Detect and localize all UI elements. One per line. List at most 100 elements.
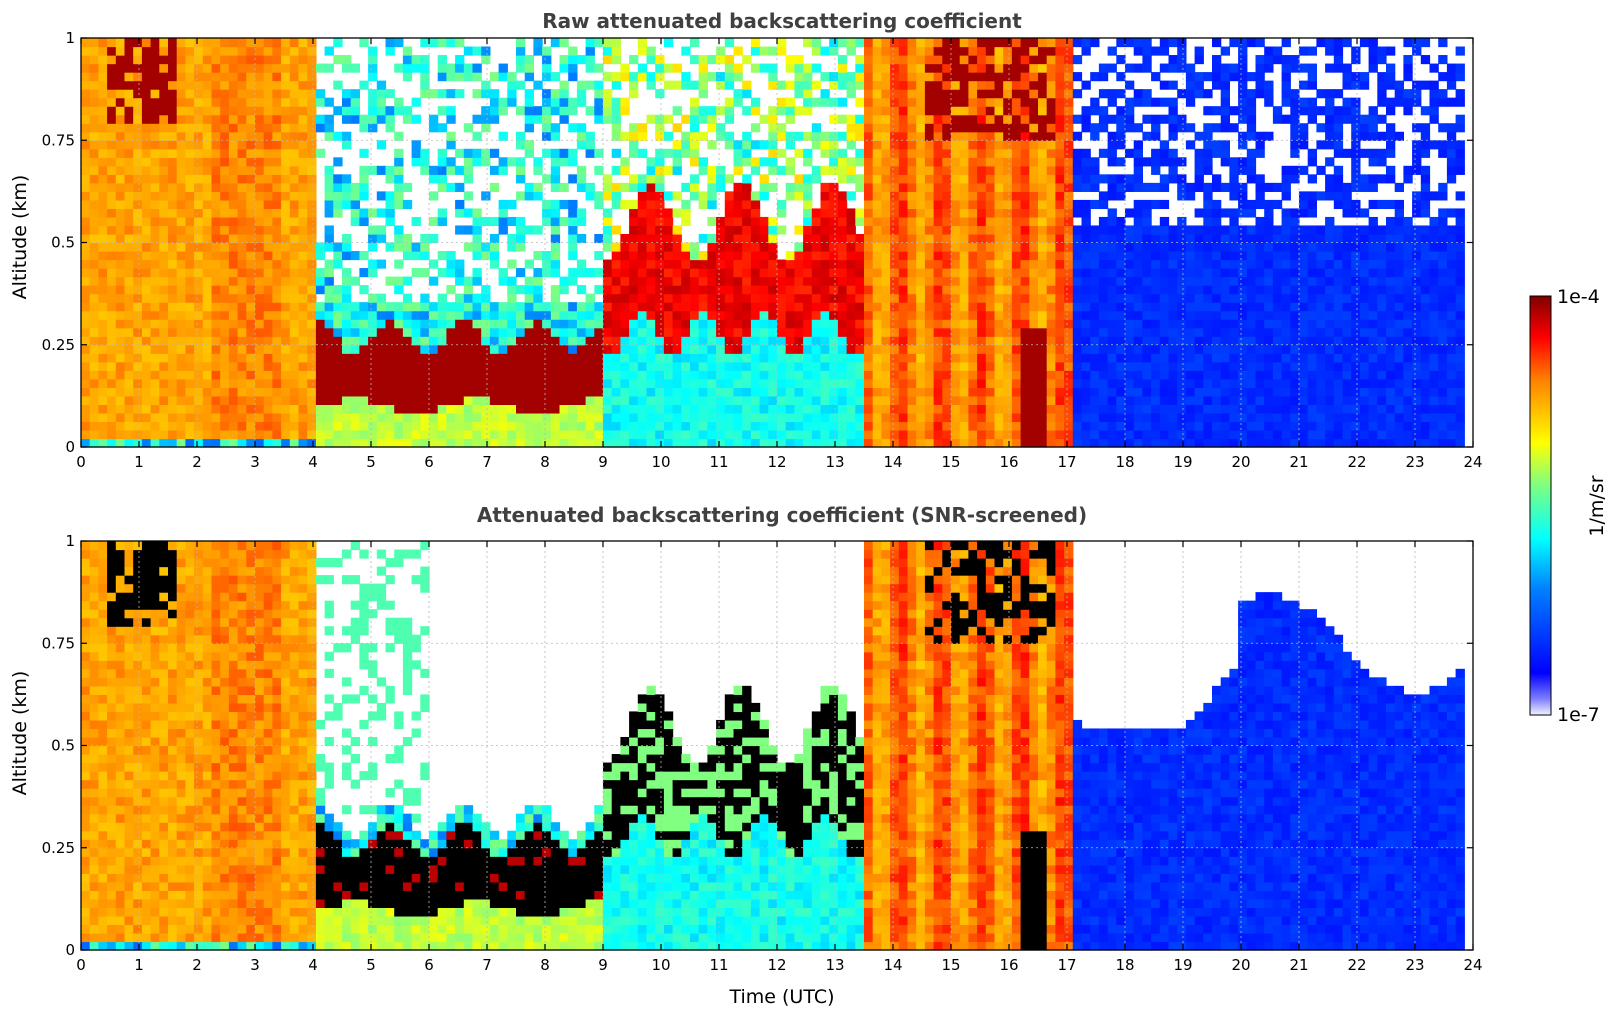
heatmap-cell (115, 361, 126, 371)
heatmap-cell (568, 344, 578, 354)
heatmap-cell (1081, 225, 1091, 235)
heatmap-cell (1072, 233, 1083, 244)
heatmap-cell (872, 293, 882, 303)
heatmap-cell (646, 327, 656, 337)
heatmap-cell (803, 89, 813, 99)
heatmap-cell (124, 80, 134, 90)
heatmap-cell (133, 336, 143, 346)
heatmap-cell (924, 404, 935, 414)
heatmap-cell (629, 327, 639, 337)
heatmap-cell (681, 182, 691, 192)
heatmap-cell (89, 63, 99, 73)
heatmap-cell (159, 370, 169, 380)
heatmap-cell (394, 63, 404, 73)
heatmap-cell (263, 182, 273, 192)
heatmap-cell (1038, 412, 1048, 423)
heatmap-cell (985, 89, 996, 99)
heatmap-cell (446, 251, 456, 261)
heatmap-cell (168, 259, 178, 269)
heatmap-cell (655, 310, 665, 320)
heatmap-cell (985, 336, 996, 346)
heatmap-cell (1046, 157, 1056, 167)
heatmap-cell (1133, 353, 1143, 363)
heatmap-cell (98, 148, 108, 158)
heatmap-cell (281, 208, 291, 218)
heatmap-cell (1011, 344, 1022, 354)
heatmap-cell (1098, 387, 1109, 397)
heatmap-cell (159, 165, 169, 175)
heatmap-cell (916, 276, 926, 286)
heatmap-cell (463, 336, 474, 346)
heatmap-cell (794, 319, 804, 329)
heatmap-cell (864, 106, 874, 116)
heatmap-cell (977, 412, 987, 423)
heatmap-cell (307, 412, 317, 423)
heatmap-cell (98, 327, 108, 337)
heatmap-cell (959, 131, 969, 141)
heatmap-cell (220, 370, 230, 380)
heatmap-cell (1125, 259, 1135, 269)
heatmap-cell (81, 421, 91, 431)
heatmap-cell (968, 199, 978, 210)
heatmap-cell (663, 233, 674, 244)
heatmap-cell (942, 327, 952, 337)
heatmap-cell (272, 242, 282, 252)
heatmap-cell (994, 97, 1004, 107)
heatmap-cell (133, 63, 143, 73)
heatmap-cell (124, 140, 134, 150)
heatmap-cell (98, 438, 108, 448)
heatmap-cell (846, 327, 856, 337)
heatmap-cell (1081, 378, 1091, 388)
heatmap-cell (681, 421, 691, 431)
heatmap-cell (672, 148, 682, 158)
heatmap-cell (1133, 46, 1143, 56)
heatmap-cell (890, 182, 900, 192)
heatmap-cell (881, 191, 891, 201)
heatmap-cell (342, 293, 352, 303)
heatmap-cell (611, 55, 621, 65)
heatmap-cell (1125, 233, 1135, 244)
heatmap-cell (89, 242, 99, 252)
heatmap-cell (1003, 89, 1013, 99)
heatmap-cell (507, 276, 517, 286)
heatmap-cell (794, 191, 804, 201)
heatmap-cell (629, 182, 639, 192)
heatmap-cell (133, 72, 143, 82)
heatmap-cell (420, 293, 430, 303)
heatmap-cell (489, 378, 500, 388)
heatmap-cell (237, 251, 247, 261)
heatmap-cell (263, 344, 273, 354)
heatmap-cell (1020, 165, 1030, 175)
heatmap-cell (681, 199, 691, 210)
heatmap-cell (655, 63, 665, 73)
heatmap-cell (646, 276, 656, 286)
heatmap-cell (307, 310, 317, 320)
heatmap-cell (507, 344, 517, 354)
heatmap-cell (1116, 429, 1126, 440)
heatmap-cell (463, 404, 474, 414)
heatmap-cell (516, 395, 526, 405)
heatmap-cell (768, 259, 778, 269)
heatmap-cell (620, 336, 630, 346)
heatmap-cell (542, 412, 552, 423)
heatmap-cell (837, 242, 848, 252)
heatmap-cell (1003, 182, 1013, 192)
heatmap-cell (777, 208, 787, 218)
heatmap-cell (794, 421, 804, 431)
heatmap-cell (429, 429, 439, 440)
heatmap-cell (1003, 387, 1013, 397)
heatmap-cell (281, 55, 291, 65)
heatmap-cell (220, 55, 230, 65)
heatmap-cell (559, 89, 569, 99)
heatmap-cell (307, 191, 317, 201)
heatmap-cell (263, 123, 273, 133)
heatmap-cell (1081, 251, 1091, 261)
heatmap-cell (690, 106, 700, 116)
heatmap-cell (202, 38, 213, 48)
heatmap-cell (89, 123, 99, 133)
heatmap-cell (115, 140, 126, 150)
heatmap-cell (1046, 336, 1056, 346)
heatmap-cell (211, 276, 221, 286)
heatmap-cell (785, 285, 795, 295)
heatmap-cell (1125, 225, 1135, 235)
